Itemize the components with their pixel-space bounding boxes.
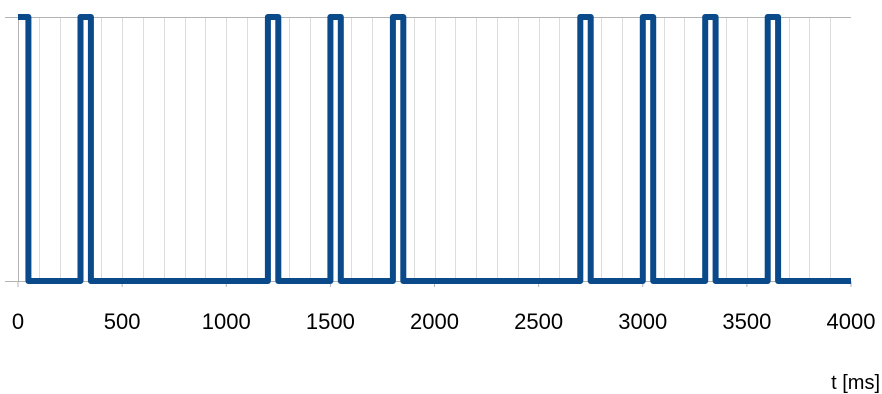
x-tick-label: 4000 — [827, 309, 876, 334]
x-tick-label: 2500 — [514, 309, 563, 334]
plot-area — [18, 14, 851, 284]
x-axis-title: t [ms] — [831, 372, 880, 394]
x-tick-label: 1000 — [202, 309, 251, 334]
x-tick-labels: 0 500 1000 1500 2000 2500 3000 3500 4000 — [12, 309, 876, 334]
series-line — [18, 14, 851, 284]
x-tick-label: 3500 — [722, 309, 771, 334]
x-tick-label: 0 — [12, 309, 24, 334]
x-tick-label: 500 — [104, 309, 141, 334]
grid — [5, 17, 851, 282]
x-tick-label: 3000 — [618, 309, 667, 334]
x-tick-label: 1500 — [306, 309, 355, 334]
x-tick-label: 2000 — [410, 309, 459, 334]
